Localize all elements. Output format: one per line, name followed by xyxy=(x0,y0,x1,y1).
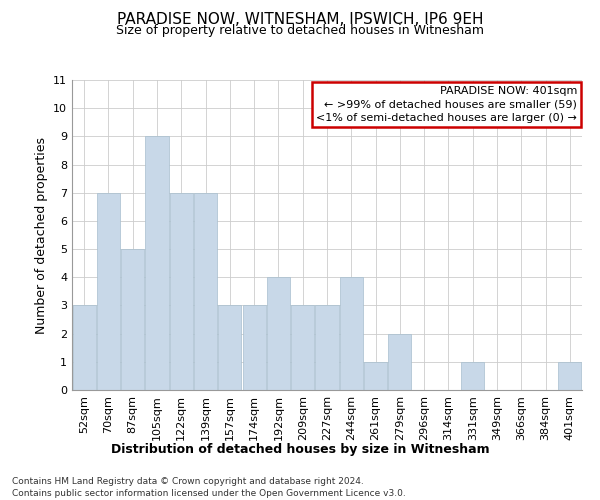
Bar xyxy=(559,362,581,390)
Text: PARADISE NOW: 401sqm
← >99% of detached houses are smaller (59)
<1% of semi-deta: PARADISE NOW: 401sqm ← >99% of detached … xyxy=(316,86,577,122)
Bar xyxy=(73,306,95,390)
Bar xyxy=(388,334,412,390)
Text: Contains public sector information licensed under the Open Government Licence v3: Contains public sector information licen… xyxy=(12,489,406,498)
Bar xyxy=(316,306,338,390)
Bar xyxy=(121,249,144,390)
Bar xyxy=(194,192,217,390)
Bar xyxy=(291,306,314,390)
Bar xyxy=(461,362,484,390)
Bar xyxy=(267,278,290,390)
Bar xyxy=(145,136,169,390)
Text: Contains HM Land Registry data © Crown copyright and database right 2024.: Contains HM Land Registry data © Crown c… xyxy=(12,478,364,486)
Y-axis label: Number of detached properties: Number of detached properties xyxy=(35,136,47,334)
Bar xyxy=(242,306,266,390)
Bar xyxy=(218,306,241,390)
Bar xyxy=(364,362,387,390)
Bar xyxy=(340,278,363,390)
Text: Distribution of detached houses by size in Witnesham: Distribution of detached houses by size … xyxy=(110,442,490,456)
Text: Size of property relative to detached houses in Witnesham: Size of property relative to detached ho… xyxy=(116,24,484,37)
Text: PARADISE NOW, WITNESHAM, IPSWICH, IP6 9EH: PARADISE NOW, WITNESHAM, IPSWICH, IP6 9E… xyxy=(117,12,483,28)
Bar xyxy=(97,192,120,390)
Bar xyxy=(170,192,193,390)
